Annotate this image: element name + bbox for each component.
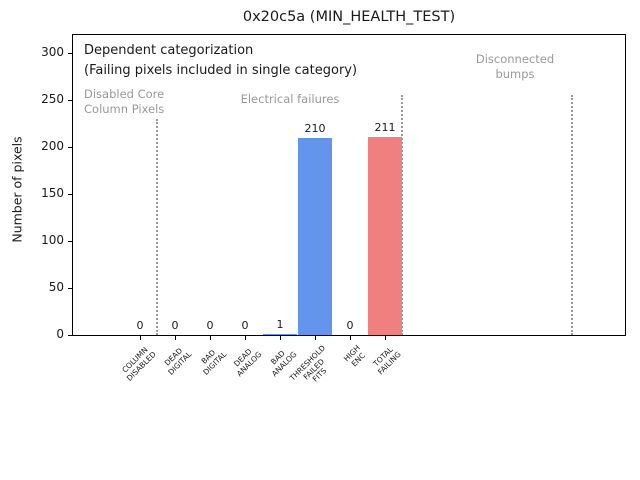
x-tick-label: DEAD DIGITAL <box>162 346 193 377</box>
x-tick-mark <box>245 336 247 340</box>
bar-value-label: 211 <box>374 120 396 134</box>
x-tick-mark <box>315 336 317 340</box>
x-tick-label: BAD DIGITAL <box>199 347 228 377</box>
x-tick-mark <box>385 336 387 340</box>
y-tick-label: 50 <box>48 280 64 294</box>
category-separator-line <box>401 95 403 335</box>
x-tick-mark <box>210 336 212 340</box>
bar-value-label: 0 <box>241 319 249 332</box>
bar-value-label: 0 <box>171 319 179 332</box>
annotation-text: Electrical failures <box>240 92 340 106</box>
x-tick-label: HIGH ENC <box>341 343 367 369</box>
y-tick-label: 200 <box>41 139 64 153</box>
x-tick-label: TOTAL FAILING <box>371 345 403 377</box>
bar-bad-analog <box>263 334 297 336</box>
y-tick-mark <box>68 147 72 149</box>
bar-threshold-failed-fits <box>298 137 332 335</box>
annotation-text: Disabled Core Column Pixels <box>84 87 165 116</box>
y-tick-mark <box>68 194 72 196</box>
bar-value-label: 0 <box>136 319 144 332</box>
x-tick-label: DEAD ANALOG <box>231 346 263 379</box>
bar-value-label: 0 <box>206 319 214 332</box>
y-axis-label: Number of pixels <box>9 136 25 243</box>
y-tick-mark <box>68 335 72 337</box>
x-tick-mark <box>280 336 282 340</box>
y-tick-mark <box>68 241 72 243</box>
x-tick-mark <box>175 336 177 340</box>
x-tick-mark <box>140 336 142 340</box>
x-tick-label: COLUMN DISABLED <box>120 345 158 383</box>
bar-value-label: 0 <box>346 319 354 332</box>
category-separator-line <box>571 95 573 335</box>
annotation-text: (Failing pixels included in single categ… <box>84 63 358 78</box>
annotation-text: Disconnected bumps <box>475 52 555 81</box>
chart-title: 0x20c5a (MIN_HEALTH_TEST) <box>242 9 456 25</box>
y-tick-mark <box>68 53 72 55</box>
y-tick-label: 300 <box>41 45 64 59</box>
bar-value-label: 1 <box>276 318 284 332</box>
bar-total-failing <box>368 136 402 335</box>
plot-area <box>72 34 626 336</box>
y-tick-label: 250 <box>41 92 64 106</box>
category-separator-line <box>156 119 158 335</box>
y-tick-label: 150 <box>41 186 64 200</box>
annotation-text: Dependent categorization <box>84 43 254 58</box>
x-tick-mark <box>350 336 352 340</box>
y-tick-mark <box>68 288 72 290</box>
y-tick-mark <box>68 100 72 102</box>
bar-value-label: 210 <box>304 121 326 135</box>
y-tick-label: 100 <box>41 233 64 247</box>
y-tick-label: 0 <box>56 327 64 341</box>
